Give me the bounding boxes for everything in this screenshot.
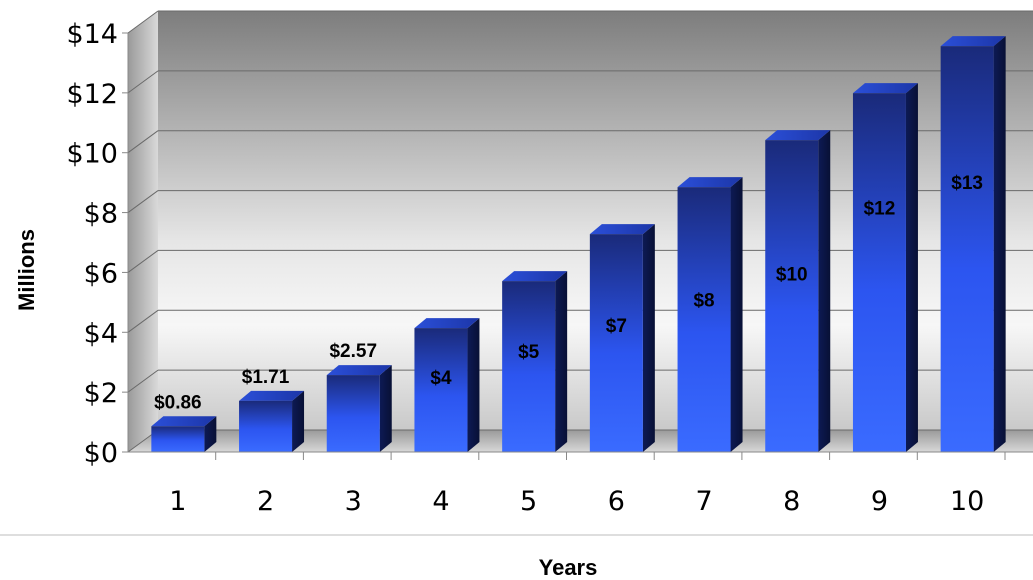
bar-side — [905, 83, 918, 452]
gridline-diagonal — [127, 369, 159, 393]
gridline-diagonal — [127, 250, 159, 273]
bar — [677, 187, 731, 452]
bars — [151, 36, 1006, 452]
bar-top — [940, 36, 1006, 47]
bar-top — [765, 130, 831, 141]
y-tick-label: $6 — [84, 258, 118, 289]
bar-top — [502, 271, 568, 282]
data-label: $5 — [518, 342, 540, 363]
data-label: $4 — [430, 368, 452, 389]
y-tick-label: $2 — [84, 378, 118, 409]
bar-group — [151, 416, 217, 452]
data-label: $8 — [693, 290, 714, 311]
bar — [502, 281, 556, 452]
bar-group — [502, 271, 568, 452]
bar-group — [852, 83, 918, 452]
y-tick-label: $0 — [84, 438, 118, 469]
bar — [765, 140, 819, 452]
y-tick-label: $14 — [66, 19, 118, 50]
bar-top — [326, 365, 392, 376]
data-label: $12 — [864, 199, 896, 220]
data-label: $2.57 — [329, 341, 377, 362]
bar-side — [204, 416, 217, 452]
bar-top — [677, 177, 743, 188]
bar-side — [730, 177, 743, 452]
bar-top — [151, 416, 217, 427]
data-label: $7 — [606, 316, 627, 337]
bar-group — [589, 224, 655, 452]
bar-group — [765, 130, 831, 452]
data-label: $0.86 — [154, 392, 202, 413]
y-tick-label: $8 — [84, 199, 118, 230]
x-tick-label: 6 — [608, 486, 625, 517]
bar-group — [239, 390, 305, 452]
gridline-diagonal — [127, 309, 159, 333]
y-tick-label: $12 — [66, 79, 118, 110]
data-label: $10 — [776, 264, 808, 285]
bar-side — [467, 318, 480, 452]
bar — [414, 328, 468, 452]
x-axis-title: Years — [539, 555, 598, 580]
x-tick-label: 5 — [520, 486, 537, 517]
data-label: $13 — [951, 173, 983, 194]
bar — [239, 400, 293, 452]
bar-side — [818, 130, 831, 452]
bar-group — [940, 36, 1006, 452]
bar-group — [326, 365, 392, 452]
x-tick-label: 9 — [871, 486, 888, 517]
bar-side — [292, 390, 305, 452]
x-tick-label: 2 — [257, 486, 274, 517]
gridline-diagonal — [127, 130, 159, 154]
y-tick-label: $4 — [84, 318, 118, 349]
gridline-diagonal — [127, 10, 159, 34]
axes — [0, 32, 1033, 536]
bar — [852, 93, 906, 452]
bar-top — [239, 390, 305, 401]
bar-side — [642, 224, 655, 452]
y-axis-title: Millions — [14, 229, 39, 311]
bar-group — [677, 177, 743, 452]
bar — [151, 426, 205, 452]
y-tick-label: $10 — [66, 139, 118, 170]
bar-side — [993, 36, 1006, 452]
x-tick-label: 8 — [783, 486, 800, 517]
bar-top — [852, 83, 918, 94]
x-tick-label: 7 — [695, 486, 712, 517]
bar — [589, 234, 643, 452]
x-tick-label: 1 — [169, 486, 186, 517]
bar-side — [555, 271, 568, 452]
x-tick-label: 3 — [345, 486, 362, 517]
x-tick-label: 4 — [432, 486, 449, 517]
bar-side — [379, 365, 392, 452]
bar-top — [414, 318, 480, 329]
gridline-diagonal — [127, 190, 159, 213]
labels: $0 $2 $4 $6 $8 $10 $12 $14 1 $0.86 2 $1.71 3 $2.57 4 $4… — [14, 19, 984, 580]
bar — [326, 375, 380, 452]
bar-group — [414, 318, 480, 452]
bar — [940, 46, 994, 452]
x-tick-label: 10 — [950, 486, 984, 517]
bar-top — [589, 224, 655, 235]
gridline-diagonal — [127, 70, 159, 94]
side-wall — [128, 11, 158, 452]
data-label: $1.71 — [242, 367, 290, 388]
